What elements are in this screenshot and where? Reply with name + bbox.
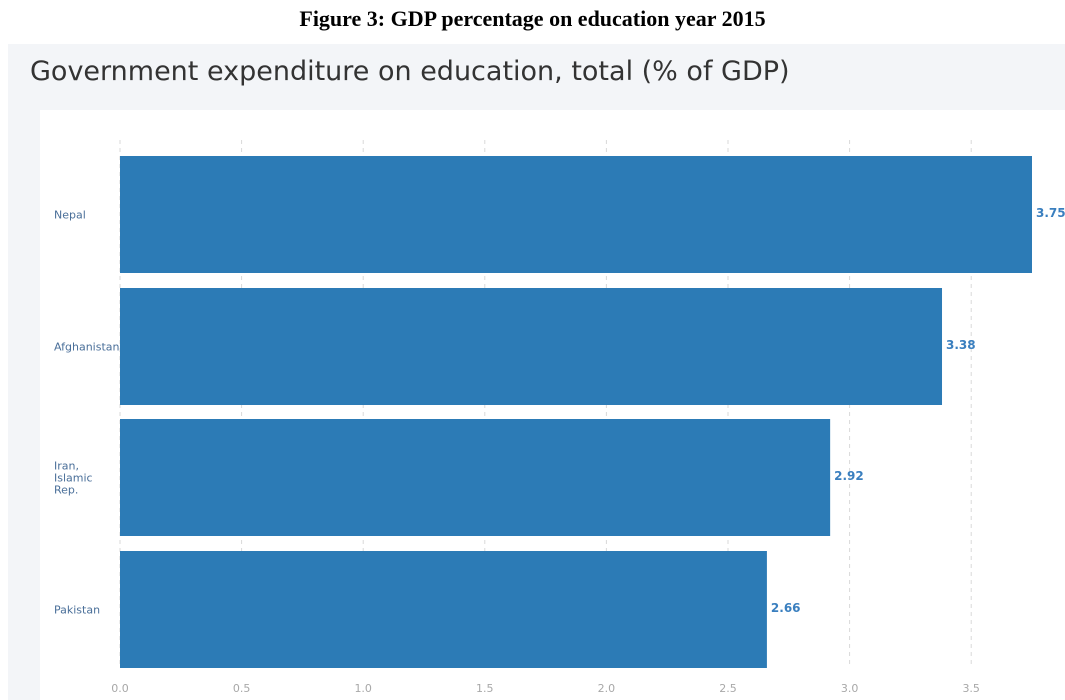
figure-caption: Figure 3: GDP percentage on education ye… bbox=[299, 6, 766, 31]
x-tick-label: 3.0 bbox=[841, 682, 859, 695]
data-label: 3.75 bbox=[1036, 206, 1065, 220]
data-label: 2.66 bbox=[771, 601, 801, 615]
data-label: 3.38 bbox=[946, 338, 976, 352]
data-label: 2.92 bbox=[834, 469, 864, 483]
bar bbox=[120, 156, 1032, 273]
x-tick-label: 2.5 bbox=[719, 682, 737, 695]
category-label: Iran, Islamic Rep. bbox=[54, 460, 93, 497]
bars bbox=[120, 156, 1032, 668]
category-label: Nepal bbox=[54, 209, 86, 222]
category-label: Afghanistan bbox=[54, 341, 120, 354]
labels: 0.0 0.5 1.0 1.5 2.0 2.5 3.0 3.5 3.75 Nepal 3.38 Afg… bbox=[54, 206, 1065, 695]
bar bbox=[120, 419, 831, 536]
chart-title-band: Government expenditure on education, tot… bbox=[8, 44, 1065, 110]
x-tick-label: 2.0 bbox=[598, 682, 616, 695]
category-label: Pakistan bbox=[54, 604, 100, 617]
x-tick-label: 1.5 bbox=[476, 682, 494, 695]
x-tick-label: 0.5 bbox=[233, 682, 251, 695]
bar bbox=[120, 551, 767, 668]
plot-left-strip bbox=[8, 110, 40, 700]
bar bbox=[120, 288, 943, 405]
x-tick-label: 0.0 bbox=[111, 682, 129, 695]
x-tick-label: 3.5 bbox=[962, 682, 980, 695]
x-tick-label: 1.0 bbox=[354, 682, 372, 695]
chart-title: Government expenditure on education, tot… bbox=[30, 56, 790, 87]
